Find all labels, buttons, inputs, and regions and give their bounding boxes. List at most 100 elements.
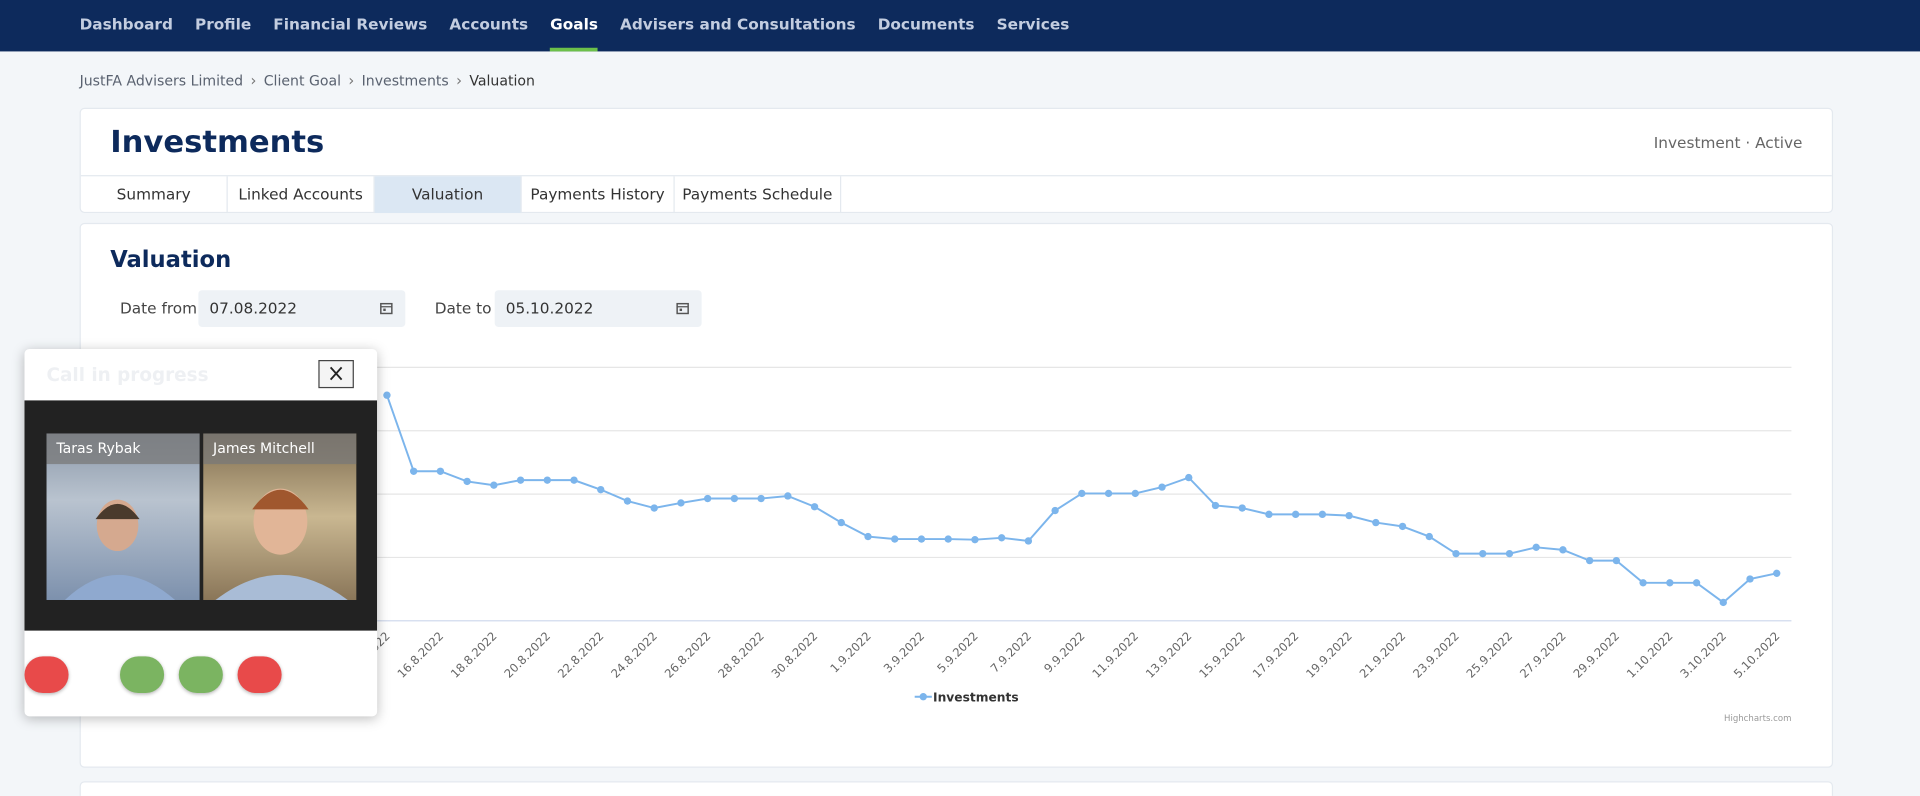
point — [1746, 575, 1754, 583]
point — [1318, 510, 1327, 519]
video-tile: James Mitchell — [203, 433, 357, 601]
x-tick-label: 24.8.2022 — [608, 629, 660, 681]
field-label: Date to — [434, 298, 492, 318]
video-button[interactable] — [178, 656, 223, 694]
point — [837, 518, 845, 527]
separator: › — [348, 72, 355, 90]
mic-button[interactable] — [120, 656, 165, 694]
goal-type: Investment — [1653, 133, 1741, 152]
x-tick-label: 21.9.2022 — [1357, 629, 1409, 681]
x-tick-label: 5.9.2022 — [934, 629, 981, 676]
point — [1505, 549, 1514, 558]
legend-symbol — [919, 693, 927, 701]
legend-label: Investments — [933, 691, 1019, 705]
nav-item[interactable]: Accounts — [449, 14, 529, 34]
point — [971, 536, 979, 544]
x-tick-label: 30.8.2022 — [769, 629, 821, 681]
point — [810, 503, 819, 511]
breadcrumb-link[interactable]: Investments — [361, 72, 449, 90]
tab[interactable]: Valuation — [374, 176, 522, 214]
point — [490, 481, 498, 489]
point — [1612, 556, 1621, 565]
point — [1131, 489, 1139, 498]
x-tick-label: 1.10.2022 — [1624, 629, 1676, 681]
point — [1265, 510, 1273, 519]
date-value: 07.08.2022 — [209, 298, 298, 318]
camera-off-button[interactable] — [24, 656, 69, 694]
status: Investment · Active — [1653, 133, 1803, 152]
section-title: Valuation — [110, 247, 232, 274]
nav-item[interactable]: Dashboard — [79, 14, 173, 34]
x-tick-label: 13.9.2022 — [1143, 629, 1195, 681]
tab[interactable]: Payments History — [522, 176, 675, 214]
credits: Highcharts.com — [1724, 714, 1791, 724]
point — [1211, 501, 1220, 510]
calendar-icon — [380, 302, 393, 315]
point — [1104, 489, 1113, 498]
x-tick-label: 16.8.2022 — [394, 629, 446, 681]
nav-item[interactable]: Profile — [194, 14, 252, 34]
point — [997, 534, 1006, 542]
point — [436, 467, 445, 475]
nav-item[interactable]: Advisers and Consultations — [619, 14, 856, 34]
date-value: 05.10.2022 — [505, 298, 594, 318]
point — [409, 467, 418, 475]
x-tick-label: 1.9.2022 — [827, 629, 874, 676]
point — [757, 494, 765, 503]
breadcrumb-current: Valuation — [469, 72, 535, 90]
x-tick-label: 9.9.2022 — [1041, 629, 1088, 676]
nav-item[interactable]: Services — [996, 14, 1070, 34]
nav-item[interactable]: Documents — [877, 14, 975, 34]
hangup-button[interactable] — [237, 656, 282, 694]
participant-name: James Mitchell — [203, 433, 357, 465]
point — [623, 497, 632, 505]
x-tick-label: 26.8.2022 — [662, 629, 714, 681]
video-feed — [64, 499, 176, 601]
tabs: Summary Linked Accounts Valuation Paymen… — [80, 175, 1832, 214]
point — [917, 535, 926, 543]
nav-item[interactable]: Financial Reviews — [273, 14, 428, 34]
point — [784, 492, 792, 500]
point — [1719, 598, 1727, 607]
x-tick-label: 17.9.2022 — [1250, 629, 1302, 681]
x-tick-label: 25.9.2022 — [1464, 629, 1516, 681]
point — [864, 532, 872, 541]
field-label: Date from — [120, 298, 198, 318]
breadcrumb-link[interactable]: Client Goal — [263, 72, 342, 90]
breadcrumb: JustFA Advisers Limited › Client Goal › In… — [80, 72, 535, 89]
video-tile: Taras Rybak — [46, 433, 200, 601]
x-tick-label: 15.9.2022 — [1196, 629, 1248, 681]
point — [1372, 518, 1380, 527]
tab[interactable]: Payments Schedule — [675, 176, 842, 214]
point — [463, 477, 471, 486]
point — [1425, 532, 1433, 541]
date-input[interactable]: 05.10.2022 — [494, 290, 702, 327]
next-card — [79, 781, 1834, 796]
point — [1291, 510, 1300, 519]
page-title: Investments — [110, 123, 325, 160]
calendar-icon — [676, 302, 689, 315]
point — [597, 485, 605, 494]
x-tick-label: 28.8.2022 — [715, 629, 767, 681]
point — [891, 535, 899, 543]
tab[interactable]: Linked Accounts — [228, 176, 375, 214]
point — [543, 476, 551, 484]
tab[interactable]: Summary — [81, 176, 228, 214]
x-tick-label: 3.10.2022 — [1677, 629, 1729, 681]
top-nav: Dashboard Profile Financial Reviews Acco… — [0, 0, 1920, 52]
call-title: Call in progress — [46, 363, 209, 386]
call-popup: Call in progress Taras Rybak James Mitch… — [24, 348, 378, 717]
video-feed — [215, 488, 348, 601]
video-area: Taras Rybak James Mitchell — [24, 400, 378, 631]
breadcrumb-link[interactable]: JustFA Advisers Limited — [79, 72, 244, 90]
point — [944, 535, 952, 543]
date-input[interactable]: 07.08.2022 — [198, 290, 406, 327]
close-button[interactable] — [318, 360, 354, 389]
point — [730, 494, 739, 503]
nav-item[interactable]: Goals — [550, 0, 598, 52]
point — [1639, 579, 1647, 587]
x-tick-label: 22.8.2022 — [555, 629, 607, 681]
x-tick-label: 23.9.2022 — [1410, 629, 1462, 681]
point — [1185, 473, 1193, 482]
